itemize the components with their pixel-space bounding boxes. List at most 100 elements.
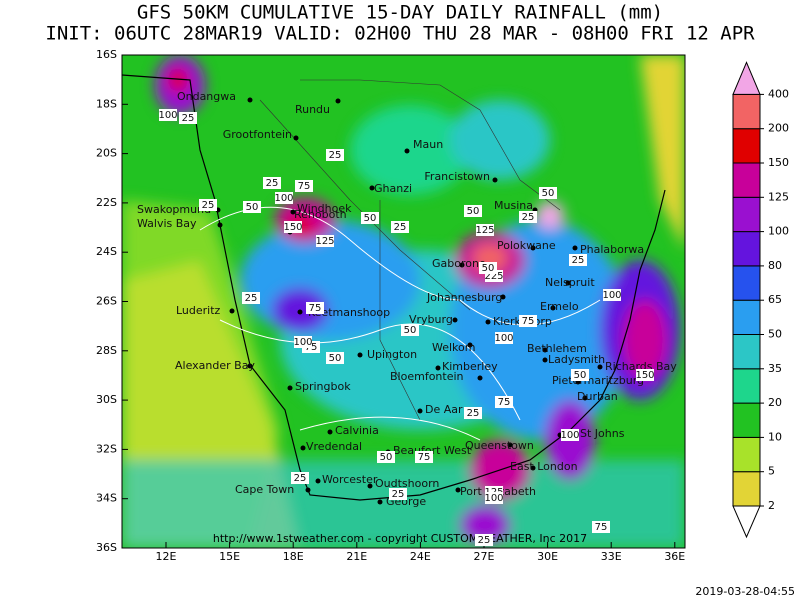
contour-label-bg	[199, 199, 217, 211]
city-label: Upington	[367, 348, 417, 361]
contour-label: 75	[418, 452, 431, 463]
city-label: Queenstown	[465, 439, 534, 452]
contour-label: 25	[245, 293, 258, 304]
contour-label-bg	[243, 201, 261, 213]
city-label: Calvinia	[335, 424, 379, 437]
city-label: Ghanzi	[374, 182, 412, 195]
city-label: Richards Bay	[605, 360, 677, 373]
city-label: Rehoboth	[294, 208, 347, 221]
contour-label-bg	[361, 212, 379, 224]
contour-label-bg	[377, 451, 395, 463]
city-dot	[452, 317, 458, 323]
contour-label-bg	[476, 224, 494, 236]
map-field	[122, 55, 685, 548]
contour-label-bg	[275, 192, 293, 204]
lat-label: 24S	[96, 245, 117, 258]
city-dot	[435, 365, 441, 371]
colorbar-label: 10	[768, 430, 782, 443]
contour-label: 100	[602, 290, 621, 301]
city-label: Swakopmund	[137, 203, 211, 216]
city-label: Luderitz	[176, 304, 221, 317]
lon-label: 27E	[474, 550, 495, 563]
colorbar-swatch	[732, 334, 761, 370]
contour-label-bg	[636, 369, 654, 381]
city-dot	[369, 185, 375, 191]
colorbar-swatch	[732, 265, 761, 301]
colorbar-label: 400	[768, 87, 789, 100]
city-dot	[417, 408, 423, 414]
city-label: Rundu	[295, 103, 330, 116]
contour-label-bg	[479, 262, 497, 274]
city-label: Keetmanshoop	[308, 306, 390, 319]
contour-label-bg	[495, 396, 513, 408]
contour-label: 25	[478, 535, 491, 546]
city-label: Vredendal	[306, 440, 362, 453]
lon-label: 21E	[346, 550, 367, 563]
contour-label: 100	[484, 493, 503, 504]
city-dot	[293, 135, 299, 141]
contour-label: 75	[498, 397, 511, 408]
colorbar-label: 100	[768, 225, 789, 238]
lon-label: 18E	[283, 550, 304, 563]
contour-label: 100	[158, 110, 177, 121]
contour-label: 25	[572, 255, 585, 266]
city-label: Ladysmith	[548, 353, 605, 366]
contour-label: 50	[404, 325, 417, 336]
lat-label: 26S	[96, 295, 117, 308]
contour-label: 75	[595, 522, 608, 533]
contour-label-bg	[519, 315, 537, 327]
lat-label: 30S	[96, 393, 117, 406]
contour-label-bg	[569, 254, 587, 266]
contour-label-bg	[326, 352, 344, 364]
city-label: Gaborone	[432, 257, 486, 270]
contour-label: 25	[266, 178, 279, 189]
colorbar-label: 65	[768, 293, 782, 306]
city-dot	[404, 148, 410, 154]
contour-label-bg	[291, 472, 309, 484]
city-label: East London	[510, 460, 578, 473]
city-label: Johannesburg	[426, 291, 502, 304]
lat-label: 20S	[96, 147, 117, 160]
colorbar-label: 125	[768, 190, 789, 203]
city-label: Walvis Bay	[137, 217, 197, 230]
contour-label: 25	[392, 489, 405, 500]
contour-label-bg	[495, 332, 513, 344]
contour-label: 50	[329, 353, 342, 364]
city-dot	[467, 342, 473, 348]
contour-label-bg	[401, 324, 419, 336]
contour-label-bg	[294, 336, 312, 348]
city-dot	[455, 487, 461, 493]
lat-label: 36S	[96, 541, 117, 554]
colorbar-below	[732, 505, 761, 539]
colorbar-swatch	[732, 299, 761, 336]
city-dot	[297, 309, 303, 315]
colorbar-label: 50	[768, 328, 782, 341]
contour-label-bg	[263, 177, 281, 189]
city-label: Ondangwa	[177, 90, 236, 103]
city-label: Durban	[577, 390, 618, 403]
city-dot	[247, 363, 253, 369]
colorbar-swatch	[732, 128, 761, 164]
city-label: Grootfontein	[223, 128, 292, 141]
city-dot	[542, 357, 548, 363]
lat-label: 32S	[96, 442, 117, 455]
contour-label-bg	[519, 211, 537, 223]
lon-label: 24E	[410, 550, 431, 563]
contour-label: 225	[484, 271, 503, 282]
city-label: Windhoek	[297, 202, 352, 215]
colorbar-swatch	[732, 162, 761, 198]
contour-label-bg	[464, 407, 482, 419]
contour-label: 100	[560, 430, 579, 441]
city-label: Alexander Bay	[175, 359, 255, 372]
lon-label: 33E	[601, 550, 622, 563]
city-label: Nelspruit	[545, 276, 595, 289]
contour-label-bg	[179, 112, 197, 124]
contour-label: 25	[202, 200, 215, 211]
city-dot	[287, 385, 293, 391]
contour-label-bg	[389, 488, 407, 500]
colorbar-label: 35	[768, 362, 782, 375]
city-dot	[300, 445, 306, 451]
contour-label: 150	[635, 370, 654, 381]
lat-label: 28S	[96, 344, 117, 357]
